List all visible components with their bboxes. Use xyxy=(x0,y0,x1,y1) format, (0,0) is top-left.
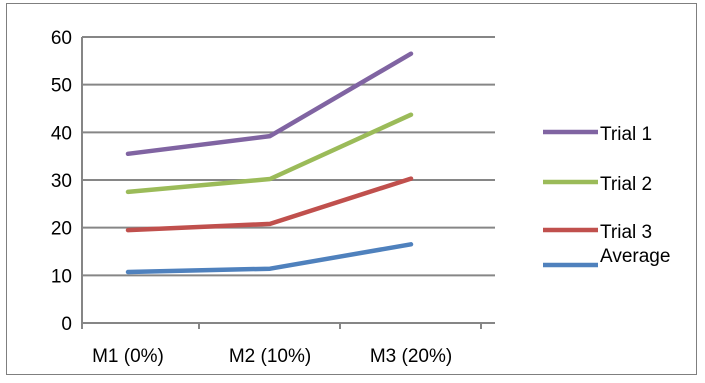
y-tick-label: 20 xyxy=(51,219,72,240)
chart-frame xyxy=(6,3,697,375)
y-tick-label: 60 xyxy=(51,28,72,49)
x-tick-label: M1 (0%) xyxy=(92,346,164,367)
legend-label: Trial 1 xyxy=(600,124,652,145)
axes: 0 10 20 30 40 50 60 M1 (0%) M2 (10%) M3 (20%) xyxy=(51,28,495,367)
x-tick-label: M2 (10%) xyxy=(229,346,311,367)
legend-label: Trial 2 xyxy=(600,174,652,195)
y-tick-label: 0 xyxy=(61,314,72,335)
legend-label: Trial 3 xyxy=(600,222,652,243)
y-tick-label: 40 xyxy=(51,123,72,144)
x-tick-label: M3 (20%) xyxy=(370,346,452,367)
series-line-average xyxy=(125,242,414,275)
series-line-trial-2 xyxy=(125,112,414,195)
y-tick-label: 50 xyxy=(51,76,72,97)
gridlines xyxy=(82,36,495,277)
legend: Trial 1 Trial 2 Trial 3 Average xyxy=(543,124,670,268)
legend-label: Average xyxy=(600,246,670,267)
series-lines xyxy=(125,51,414,275)
y-tick-label: 30 xyxy=(51,171,72,192)
series-line-trial-1 xyxy=(125,51,414,157)
series-line-trial-3 xyxy=(125,176,414,233)
y-tick-label: 10 xyxy=(51,266,72,287)
